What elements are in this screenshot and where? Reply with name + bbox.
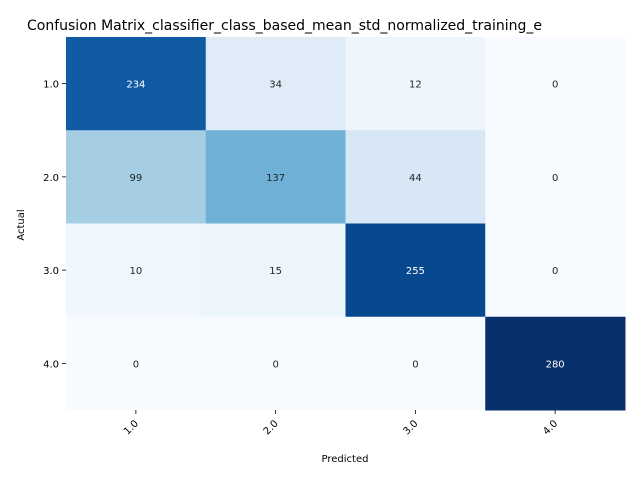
cell-value-label: 0 xyxy=(552,266,558,277)
cell-value-label: 280 xyxy=(546,359,565,370)
x-axis-label: Predicted xyxy=(322,454,369,465)
heatmap-cell xyxy=(205,130,346,224)
cell-value-label: 0 xyxy=(133,359,139,370)
x-axis: 1.0 2.0 3.0 4.0 xyxy=(122,410,560,437)
cell-value-label: 137 xyxy=(266,173,285,184)
x-tick-label: 2.0 xyxy=(262,418,281,437)
heatmap-cell xyxy=(345,130,486,224)
heatmap-cell xyxy=(345,223,486,318)
chart-title: Confusion Matrix_classifier_class_based_… xyxy=(27,18,542,34)
y-tick-label: 3.0 xyxy=(43,266,59,277)
cell-value-label: 44 xyxy=(409,173,422,184)
cell-annotations: 234 34 12 0 99 137 44 0 10 15 255 0 0 0 0 280 xyxy=(126,80,564,371)
heatmap-cells xyxy=(66,37,626,411)
cell-value-label: 0 xyxy=(272,359,278,370)
heatmap-cell xyxy=(66,37,207,131)
heatmap-cell xyxy=(485,316,626,411)
heatmap-cell xyxy=(66,130,207,224)
x-tick-label: 1.0 xyxy=(122,418,141,437)
y-axis: 1.0 2.0 3.0 4.0 xyxy=(43,80,66,370)
y-tick-label: 2.0 xyxy=(43,173,59,184)
cell-value-label: 34 xyxy=(269,80,282,91)
y-tick-label: 4.0 xyxy=(43,359,59,370)
cell-value-label: 0 xyxy=(552,80,558,91)
cell-value-label: 0 xyxy=(552,173,558,184)
heatmap-cell xyxy=(345,37,486,131)
x-tick-label: 3.0 xyxy=(401,418,420,437)
cell-value-label: 10 xyxy=(130,266,143,277)
y-axis-label: Actual xyxy=(16,209,27,240)
y-tick-label: 1.0 xyxy=(43,80,59,91)
cell-value-label: 12 xyxy=(409,80,422,91)
heatmap-cell xyxy=(485,130,626,224)
heatmap-cell xyxy=(205,223,346,318)
cell-value-label: 234 xyxy=(126,80,145,91)
cell-value-label: 99 xyxy=(130,173,143,184)
x-tick-label: 4.0 xyxy=(541,418,560,437)
cell-value-label: 15 xyxy=(269,266,282,277)
heatmap-cell xyxy=(205,37,346,131)
heatmap-cell xyxy=(66,223,207,318)
cell-value-label: 255 xyxy=(406,266,425,277)
cell-value-label: 0 xyxy=(412,359,418,370)
heatmap-cell xyxy=(485,37,626,131)
heatmap-cell xyxy=(66,316,207,411)
heatmap-cell xyxy=(485,223,626,318)
heatmap-cell xyxy=(205,316,346,411)
heatmap-cell xyxy=(345,316,486,411)
